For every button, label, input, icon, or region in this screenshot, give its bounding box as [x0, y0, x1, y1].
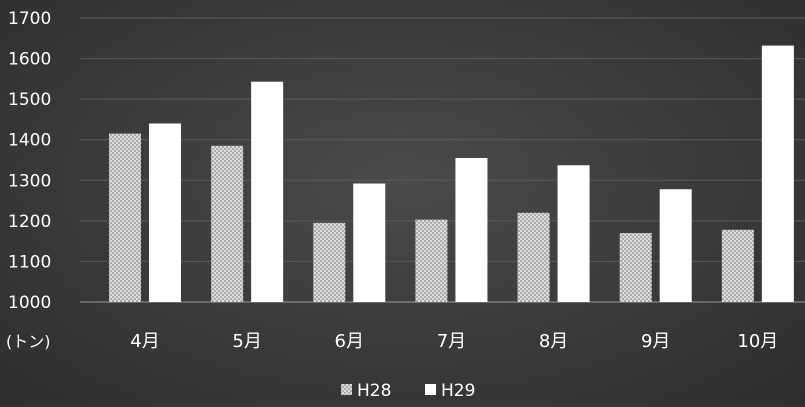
bar-h29-3 [455, 157, 488, 302]
y-unit-label: (トン) [6, 332, 51, 351]
bar-h28-0 [109, 133, 141, 302]
legend: H28 H29 [341, 381, 475, 401]
bar-h28-4 [517, 212, 550, 302]
bar-h29-2 [353, 183, 386, 302]
y-tick-label: 1000 [8, 293, 51, 313]
bar-h28-1 [211, 145, 244, 302]
x-tick-label: 8月 [539, 331, 568, 352]
y-tick-label: 1200 [8, 212, 51, 232]
y-tick-label: 1500 [8, 90, 51, 110]
x-tick-label: 7月 [437, 331, 466, 352]
y-tick-label: 1700 [8, 9, 51, 29]
legend-swatch-h28 [341, 384, 352, 395]
y-tick-label: 1300 [8, 171, 51, 191]
x-tick-label: 5月 [232, 331, 261, 352]
x-tick-label: 10月 [737, 331, 778, 352]
y-tick-label: 1400 [8, 131, 51, 151]
y-axis: 1000 1100 1200 1300 1400 1500 1600 1700 [8, 9, 51, 313]
x-tick-label: 4月 [130, 331, 159, 352]
bars [109, 45, 794, 303]
x-tick-label: 9月 [641, 331, 670, 352]
bar-h28-6 [721, 229, 754, 302]
bar-h29-4 [557, 165, 590, 302]
bar-h28-2 [313, 222, 346, 302]
bar-h28-3 [415, 219, 448, 302]
legend-swatch-h29 [425, 384, 436, 395]
y-tick-label: 1100 [8, 252, 51, 272]
legend-label-h29: H29 [441, 381, 475, 401]
x-tick-label: 6月 [335, 331, 364, 352]
bar-h28-5 [619, 233, 652, 302]
bar-h29-6 [761, 45, 794, 303]
x-axis: (トン) 4月 5月 6月 7月 8月 9月 10月 [6, 331, 778, 352]
legend-label-h28: H28 [357, 381, 391, 401]
y-tick-label: 1600 [8, 50, 51, 70]
bar-h29-0 [149, 123, 181, 302]
bar-h29-1 [251, 81, 284, 302]
bar-h29-5 [659, 189, 692, 302]
